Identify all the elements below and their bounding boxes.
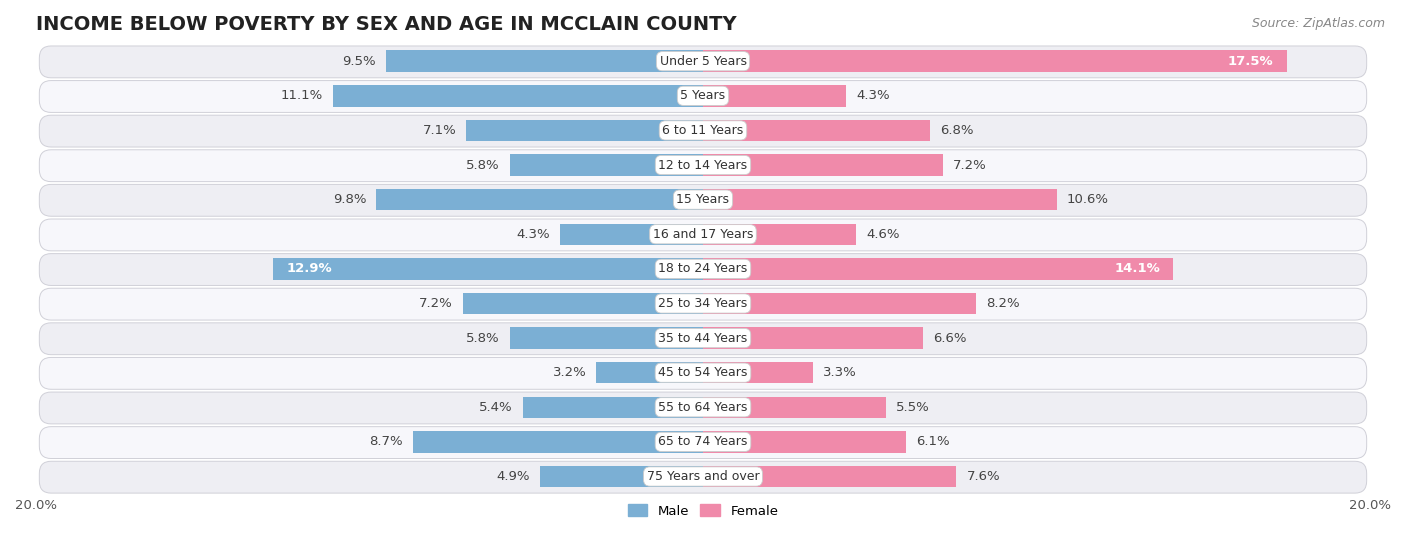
Text: 3.3%: 3.3% (823, 366, 856, 379)
Text: 3.2%: 3.2% (553, 366, 586, 379)
Text: 5 Years: 5 Years (681, 89, 725, 102)
Text: 7.2%: 7.2% (419, 297, 453, 310)
Bar (333, 85, 703, 107)
Text: 55 to 64 Years: 55 to 64 Years (658, 401, 748, 414)
Bar (540, 466, 703, 487)
FancyBboxPatch shape (39, 80, 1367, 112)
Text: 17.5%: 17.5% (1227, 55, 1274, 68)
Bar (467, 120, 703, 141)
Bar (703, 293, 977, 314)
Bar (509, 328, 703, 349)
Bar (703, 224, 856, 245)
Bar (377, 189, 703, 210)
Bar (703, 154, 943, 176)
Text: 75 Years and over: 75 Years and over (647, 470, 759, 483)
Text: 6.8%: 6.8% (939, 124, 973, 137)
Text: 5.8%: 5.8% (465, 159, 499, 172)
FancyBboxPatch shape (39, 115, 1367, 147)
Text: 16 and 17 Years: 16 and 17 Years (652, 228, 754, 241)
Text: 9.5%: 9.5% (343, 55, 377, 68)
Bar (703, 396, 886, 418)
Bar (703, 328, 924, 349)
Bar (703, 258, 1173, 280)
Text: 4.9%: 4.9% (496, 470, 530, 483)
Bar (523, 396, 703, 418)
FancyBboxPatch shape (39, 219, 1367, 251)
Text: 5.8%: 5.8% (465, 331, 499, 344)
FancyBboxPatch shape (39, 427, 1367, 458)
FancyBboxPatch shape (39, 150, 1367, 182)
Text: 12.9%: 12.9% (287, 262, 332, 276)
Text: 7.6%: 7.6% (966, 470, 1000, 483)
Text: 25 to 34 Years: 25 to 34 Years (658, 297, 748, 310)
FancyBboxPatch shape (39, 46, 1367, 78)
FancyBboxPatch shape (39, 254, 1367, 286)
Text: Source: ZipAtlas.com: Source: ZipAtlas.com (1251, 17, 1385, 30)
Bar (703, 85, 846, 107)
Text: 6.6%: 6.6% (934, 331, 966, 344)
Text: 9.8%: 9.8% (333, 193, 366, 206)
Text: 5.5%: 5.5% (897, 401, 931, 414)
Text: 6 to 11 Years: 6 to 11 Years (662, 124, 744, 137)
Bar (413, 431, 703, 453)
Text: 11.1%: 11.1% (281, 89, 323, 102)
FancyBboxPatch shape (39, 323, 1367, 354)
Text: 14.1%: 14.1% (1114, 262, 1160, 276)
Bar (703, 189, 1056, 210)
Text: 35 to 44 Years: 35 to 44 Years (658, 331, 748, 344)
Text: 12 to 14 Years: 12 to 14 Years (658, 159, 748, 172)
FancyBboxPatch shape (39, 288, 1367, 320)
Text: 7.1%: 7.1% (422, 124, 456, 137)
Bar (703, 120, 929, 141)
Text: 4.3%: 4.3% (856, 89, 890, 102)
Bar (703, 362, 813, 383)
Text: 8.7%: 8.7% (370, 435, 404, 448)
Bar (703, 466, 956, 487)
Text: Under 5 Years: Under 5 Years (659, 55, 747, 68)
Bar (703, 50, 1286, 72)
Text: 15 Years: 15 Years (676, 193, 730, 206)
Text: 8.2%: 8.2% (987, 297, 1021, 310)
Bar (387, 50, 703, 72)
Bar (509, 154, 703, 176)
Text: 7.2%: 7.2% (953, 159, 987, 172)
Text: 4.3%: 4.3% (516, 228, 550, 241)
Bar (596, 362, 703, 383)
Text: 6.1%: 6.1% (917, 435, 950, 448)
Bar (703, 431, 907, 453)
Text: 18 to 24 Years: 18 to 24 Years (658, 262, 748, 276)
FancyBboxPatch shape (39, 392, 1367, 424)
Text: INCOME BELOW POVERTY BY SEX AND AGE IN MCCLAIN COUNTY: INCOME BELOW POVERTY BY SEX AND AGE IN M… (37, 15, 737, 34)
FancyBboxPatch shape (39, 184, 1367, 216)
Text: 65 to 74 Years: 65 to 74 Years (658, 435, 748, 448)
Legend: Male, Female: Male, Female (623, 499, 783, 523)
Text: 45 to 54 Years: 45 to 54 Years (658, 366, 748, 379)
Bar (560, 224, 703, 245)
Text: 10.6%: 10.6% (1067, 193, 1108, 206)
Bar (273, 258, 703, 280)
Text: 4.6%: 4.6% (866, 228, 900, 241)
FancyBboxPatch shape (39, 357, 1367, 389)
Bar (463, 293, 703, 314)
Text: 5.4%: 5.4% (479, 401, 513, 414)
FancyBboxPatch shape (39, 461, 1367, 493)
